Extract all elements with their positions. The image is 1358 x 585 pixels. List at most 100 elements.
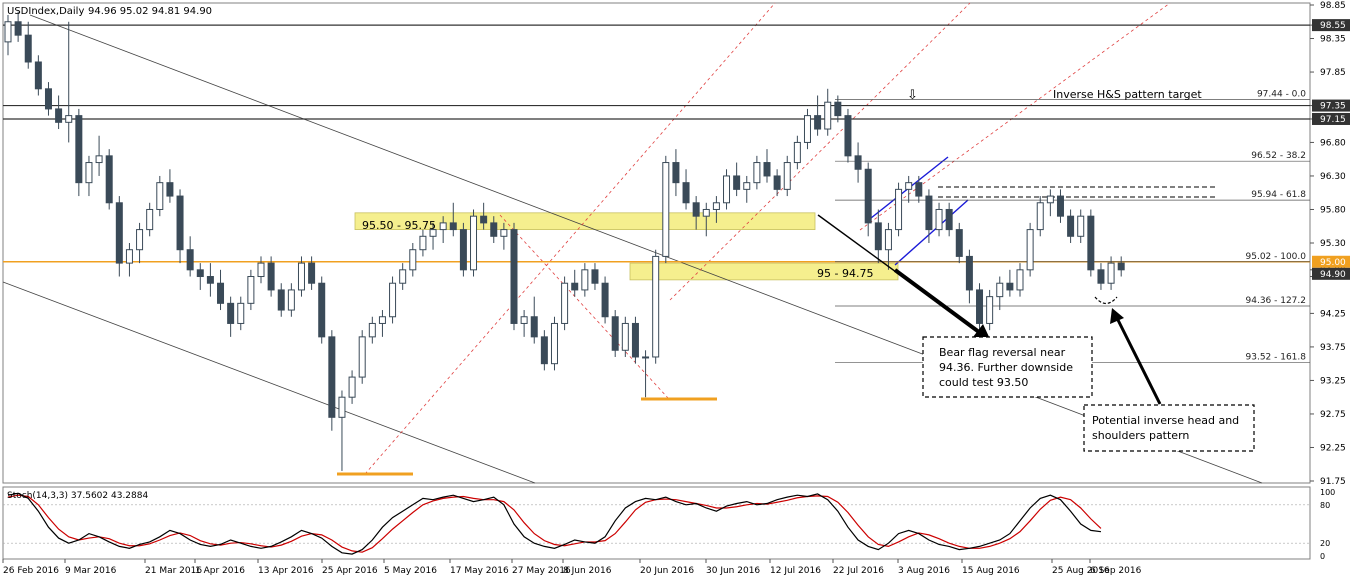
candle-body bbox=[763, 162, 771, 177]
candle-body bbox=[682, 182, 690, 204]
candle-body bbox=[470, 215, 478, 271]
candle-body bbox=[297, 262, 305, 291]
stoch-level-label: 20 bbox=[1320, 539, 1330, 548]
candle-body bbox=[611, 316, 619, 351]
candle-body bbox=[348, 376, 356, 398]
candle-body bbox=[712, 202, 720, 210]
candle-body bbox=[1097, 269, 1105, 284]
y-tick-label: 93.75 bbox=[1320, 343, 1346, 353]
candle-body bbox=[14, 21, 22, 36]
candle-body bbox=[672, 162, 680, 184]
current-price-tag-bg bbox=[1312, 255, 1350, 268]
fib-label-1: 96.52 - 38.2 bbox=[1251, 151, 1306, 161]
stoch-level-label: 0 bbox=[1320, 552, 1325, 561]
price-tag-label: 98.55 bbox=[1320, 21, 1346, 31]
bear-flag-text-1: Bear flag reversal near bbox=[939, 346, 1066, 359]
hs-target-label: Inverse H&S pattern target bbox=[1053, 88, 1202, 101]
candle-body bbox=[115, 202, 123, 264]
price-tag-bg bbox=[1312, 112, 1350, 125]
x-tick-label: 5 May 2016 bbox=[384, 566, 437, 576]
y-tick-label: 91.75 bbox=[1320, 477, 1346, 487]
candle-body bbox=[409, 249, 417, 271]
candle-body bbox=[277, 289, 285, 311]
x-tick-label: 12 Jul 2016 bbox=[770, 566, 821, 576]
candle-body bbox=[358, 336, 366, 378]
candle-body bbox=[895, 188, 903, 231]
candle-body bbox=[105, 155, 113, 204]
ihs-text-1: Potential inverse head and bbox=[1092, 414, 1239, 427]
candle-body bbox=[1117, 262, 1125, 271]
x-tick-label: 21 Mar 2016 bbox=[145, 566, 202, 576]
y-tick-label: 92.75 bbox=[1320, 410, 1346, 420]
y-tick-label: 95.80 bbox=[1320, 205, 1346, 215]
candle-body bbox=[581, 269, 589, 291]
candle-body bbox=[186, 249, 194, 271]
candle-body bbox=[206, 276, 214, 284]
y-tick-label: 92.25 bbox=[1320, 443, 1346, 453]
candle-body bbox=[480, 215, 488, 224]
candle-body bbox=[621, 322, 629, 351]
candle-body bbox=[1087, 215, 1095, 271]
candle-body bbox=[389, 282, 397, 318]
price-tag-label: 97.35 bbox=[1320, 102, 1346, 112]
candle-body bbox=[1056, 195, 1064, 217]
y-tick-label: 94.25 bbox=[1320, 309, 1346, 319]
stoch-label: Stoch(14,3,3) 37.5602 43.2884 bbox=[7, 491, 148, 501]
candle-body bbox=[834, 101, 842, 117]
fib-label-5: 93.52 - 161.8 bbox=[1246, 352, 1307, 362]
x-tick-label: 25 Apr 2016 bbox=[322, 566, 378, 576]
candle-body bbox=[237, 302, 245, 324]
candle-body bbox=[642, 356, 650, 359]
y-tick-label: 98.85 bbox=[1320, 1, 1346, 11]
trendline-lower bbox=[2, 281, 536, 484]
candle-body bbox=[824, 101, 832, 130]
candle-body bbox=[439, 222, 447, 231]
candle-body bbox=[510, 229, 518, 324]
candle-body bbox=[65, 115, 73, 123]
candle-body bbox=[1006, 282, 1014, 291]
bear-flag-arrow-head bbox=[973, 324, 990, 339]
x-tick-label: 3 Aug 2016 bbox=[898, 566, 950, 576]
x-tick-label: 27 May 2016 bbox=[512, 566, 571, 576]
x-tick-label: 22 Jul 2016 bbox=[833, 566, 884, 576]
candle-body bbox=[631, 322, 639, 358]
candle-body bbox=[55, 108, 63, 123]
candle-body bbox=[318, 282, 326, 338]
candle-body bbox=[874, 222, 882, 251]
candle-body bbox=[803, 115, 811, 143]
candle-body bbox=[459, 229, 467, 271]
candle-body bbox=[85, 162, 93, 184]
price-tag-bg bbox=[1312, 19, 1350, 32]
candle-body bbox=[227, 302, 235, 324]
ohlc-label: 94.96 95.02 94.81 94.90 bbox=[88, 6, 212, 17]
x-tick-label: 6 Sep 2016 bbox=[1090, 566, 1142, 576]
y-tick-label: 93.25 bbox=[1320, 376, 1346, 386]
ihs-callout bbox=[1083, 404, 1255, 452]
candle-body bbox=[176, 195, 184, 251]
zone-label-upper: 95.50 - 95.75 bbox=[362, 219, 436, 232]
bear-flag-callout bbox=[922, 336, 1093, 398]
x-tick-label: 20 Jun 2016 bbox=[640, 566, 694, 576]
stoch-signal-line bbox=[7, 494, 1102, 553]
x-tick-label: 17 May 2016 bbox=[450, 566, 509, 576]
fib-label-0: 97.44 - 0.0 bbox=[1257, 90, 1306, 100]
candle-body bbox=[793, 141, 801, 164]
candle-body bbox=[561, 282, 569, 324]
candle-body bbox=[550, 322, 558, 365]
candle-body bbox=[1036, 202, 1044, 231]
candle-body bbox=[146, 208, 154, 231]
fib-label-3: 95.02 - 100.0 bbox=[1246, 252, 1307, 262]
bear-flag-arrow-line bbox=[893, 268, 985, 337]
candle-body bbox=[905, 182, 913, 190]
y-tick-label: 97.85 bbox=[1320, 68, 1346, 78]
ihs-arrow-head bbox=[1110, 308, 1124, 324]
x-tick-label: 9 Mar 2016 bbox=[65, 566, 117, 576]
ihs-text-2: shoulders pattern bbox=[1092, 429, 1189, 442]
candle-body bbox=[945, 208, 953, 231]
candle-body bbox=[884, 229, 892, 251]
x-tick-label: 26 Feb 2016 bbox=[3, 566, 59, 576]
price-tag-label: 97.15 bbox=[1320, 115, 1346, 125]
candle-body bbox=[1026, 229, 1034, 271]
